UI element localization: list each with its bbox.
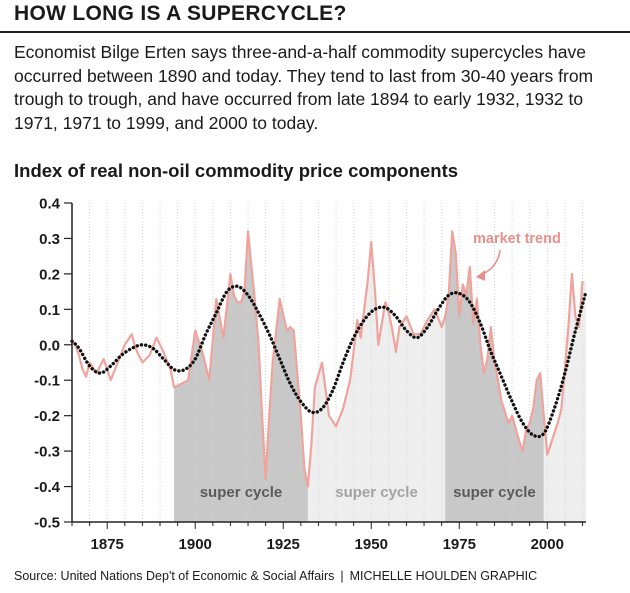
supercycle-label-2: super cycle bbox=[335, 484, 418, 501]
headline: HOW LONG IS A SUPERCYCLE? bbox=[14, 2, 347, 25]
graphic-credit: MICHELLE HOULDEN GRAPHIC bbox=[349, 569, 538, 583]
market-trend-arrowhead bbox=[476, 270, 485, 281]
y-tick-label: 0.1 bbox=[39, 302, 60, 319]
chart-labels: super cycle super cycle super cycle market … bbox=[200, 231, 561, 501]
market-trend-line bbox=[70, 284, 588, 439]
x-tick-label: 1925 bbox=[267, 536, 300, 553]
y-tick-label: -0.5 bbox=[34, 515, 60, 532]
y-tick-label: 0.4 bbox=[39, 196, 61, 213]
y-tick-label: -0.2 bbox=[34, 408, 60, 425]
y-tick-label: 0.0 bbox=[39, 337, 60, 354]
supercycle-label-1: super cycle bbox=[200, 484, 283, 501]
market-trend-arrow bbox=[478, 249, 501, 277]
x-tick-label: 1975 bbox=[443, 536, 476, 553]
series-lines bbox=[70, 230, 588, 488]
intro-text: Economist Bilge Erten says three-and-a-h… bbox=[14, 42, 594, 133]
axes: 0.4 0.3 0.2 0.1 0.0 -0.1 -0.2 -0.3 -0.4 -0.5 1875 1… bbox=[34, 196, 586, 553]
x-tick-label: 2000 bbox=[531, 536, 564, 553]
footer: Source: United Nations Dep't of Economic… bbox=[14, 569, 537, 583]
supercycle-label-3: super cycle bbox=[453, 484, 536, 501]
headline-rule bbox=[0, 31, 630, 33]
y-tick-label: -0.1 bbox=[34, 373, 60, 390]
supercycle-band-3 bbox=[445, 231, 544, 522]
x-tick-label: 1950 bbox=[355, 536, 388, 553]
source-note: Source: United Nations Dep't of Economic… bbox=[14, 569, 335, 583]
y-tick-label: 0.3 bbox=[39, 231, 60, 248]
chart-title: Index of real non-oil commodity price co… bbox=[14, 160, 459, 181]
x-tick-label: 1875 bbox=[91, 536, 124, 553]
actual-index-line bbox=[71, 230, 584, 488]
y-tick-label: 0.2 bbox=[39, 266, 60, 283]
market-trend-label: market trend bbox=[473, 231, 561, 247]
gridlines bbox=[71, 203, 583, 522]
y-tick-label: -0.3 bbox=[34, 444, 60, 461]
x-tick-label: 1900 bbox=[179, 536, 212, 553]
supercycle-bands bbox=[174, 231, 586, 522]
supercycle-band-1 bbox=[174, 231, 308, 522]
commodity-price-chart: 0.4 0.3 0.2 0.1 0.0 -0.1 -0.2 -0.3 -0.4 -0.5 1875 1… bbox=[34, 196, 588, 553]
footer-separator: | bbox=[340, 569, 344, 583]
supercycle-band-2 bbox=[307, 241, 446, 522]
y-tick-label: -0.4 bbox=[34, 479, 61, 496]
